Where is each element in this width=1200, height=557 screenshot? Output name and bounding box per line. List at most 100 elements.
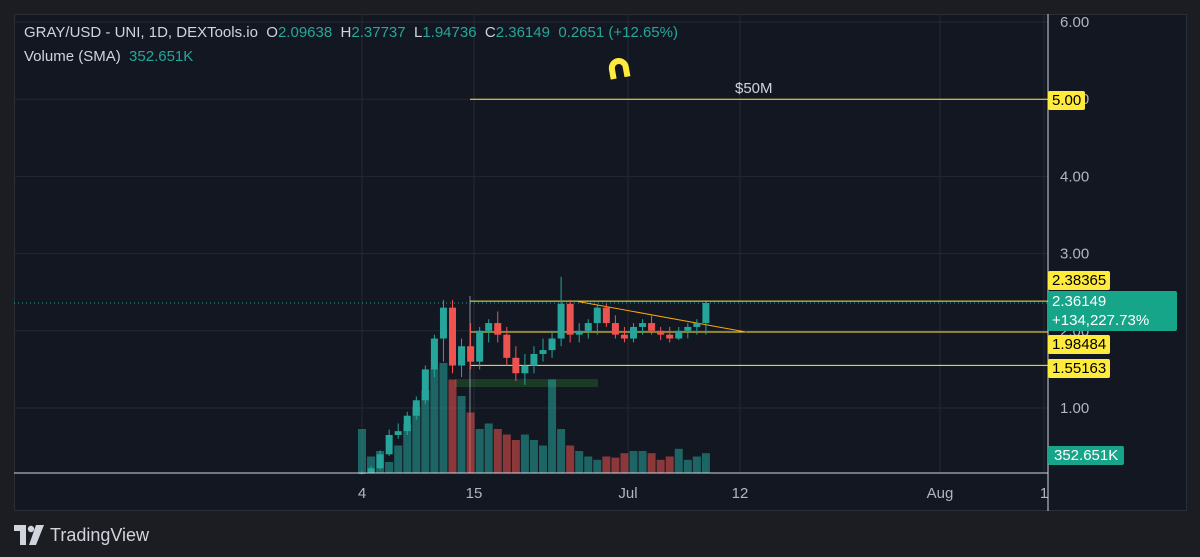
- volume-bar: [502, 434, 511, 473]
- candle-body: [702, 303, 710, 324]
- candle-body: [539, 350, 547, 354]
- candle-body: [602, 307, 610, 324]
- candle-body: [639, 323, 647, 327]
- volume-name: Volume (SMA): [24, 48, 121, 65]
- open-key: O: [266, 24, 278, 41]
- magnet-icon[interactable]: [604, 56, 634, 82]
- candle-body: [449, 307, 456, 366]
- candle-body: [430, 338, 438, 370]
- volume-bar: [557, 429, 566, 473]
- tradingview-logo-icon: [14, 525, 44, 545]
- candle-body: [439, 307, 447, 339]
- high-value: 2.37737: [351, 24, 406, 41]
- volume-bar: [457, 396, 466, 473]
- volume-bar: [620, 453, 629, 473]
- volume-bar: [602, 456, 611, 473]
- volume-legend-value: 352.651K: [129, 48, 194, 65]
- candle-body: [593, 307, 601, 324]
- symbol-title: GRAY/USD - UNI, 1D, DEXTools.io: [24, 24, 258, 41]
- volume-bar: [511, 440, 520, 473]
- volume-bar: [385, 462, 394, 473]
- candle-body: [648, 323, 656, 331]
- volume-bar: [412, 407, 421, 473]
- change-value: 0.2651 (+12.65%): [558, 24, 678, 41]
- volume-bar: [475, 429, 484, 473]
- volume-bar: [529, 440, 538, 473]
- volume-bar: [539, 445, 547, 473]
- price-label-5: 5.00: [1048, 91, 1086, 110]
- volume-bar: [665, 456, 674, 473]
- brand-name: TradingView: [50, 524, 150, 545]
- volume-bar: [466, 412, 475, 473]
- volume-bar: [439, 363, 448, 473]
- candle-body: [421, 369, 429, 401]
- candle-body: [467, 346, 475, 362]
- candle-body: [512, 357, 520, 374]
- candle-body: [675, 330, 683, 339]
- candle-body: [385, 435, 393, 455]
- candle-body: [376, 454, 384, 469]
- x-tick-label: Jul: [618, 485, 637, 502]
- y-tick-label: 1.00: [1060, 400, 1089, 417]
- level-annotation: $50M: [735, 80, 773, 97]
- candle-body: [666, 334, 674, 339]
- demand-zone: [455, 379, 598, 387]
- volume-bar: [701, 453, 710, 473]
- volume-bar: [484, 423, 493, 473]
- low-value: 1.94736: [422, 24, 477, 41]
- volume-bar: [656, 459, 665, 473]
- candle-body: [494, 323, 502, 335]
- volume-bar: [647, 453, 656, 473]
- x-tick-label: Aug: [927, 485, 954, 502]
- price-label-1-55: 1.55163: [1048, 359, 1111, 378]
- candle-body: [530, 353, 538, 366]
- footer: TradingView: [14, 522, 149, 548]
- last-price-badge: 2.36149 +134,227.73%: [1048, 291, 1177, 331]
- volume-bar: [566, 445, 575, 473]
- ohlc-legend: GRAY/USD - UNI, 1D, DEXTools.io O2.09638…: [24, 24, 678, 41]
- price-label-2-38: 2.38365: [1048, 271, 1111, 290]
- horizontal-levels: [14, 98, 1048, 473]
- candle-body: [611, 323, 619, 335]
- volume-bar: [493, 429, 502, 473]
- candle-body: [557, 303, 565, 339]
- close-key: C: [484, 24, 496, 41]
- x-tick-label: 12: [732, 485, 749, 502]
- volume-bar: [629, 451, 638, 473]
- candle-body: [575, 330, 583, 335]
- volume-legend: Volume (SMA) 352.651K: [24, 48, 193, 65]
- time-axis: 4 15 Jul 12 Aug 1: [14, 472, 1048, 502]
- low-key: L: [413, 24, 423, 41]
- volume-bar: [448, 379, 457, 473]
- candle-body: [503, 334, 511, 358]
- volume-bar: [692, 456, 701, 473]
- y-tick-label: 3.00: [1060, 246, 1089, 263]
- candle-body: [684, 326, 692, 331]
- candle-body: [403, 415, 411, 432]
- volume-bar: [683, 459, 692, 473]
- volume-badge: 352.651K: [1048, 446, 1125, 465]
- volume-bar: [674, 448, 683, 473]
- x-tick-label: 1: [1040, 485, 1048, 502]
- candle-body: [548, 338, 556, 351]
- candle-body: [476, 330, 484, 362]
- candle-body: [521, 365, 529, 374]
- volume-bar: [548, 379, 557, 473]
- candle-body: [620, 334, 628, 339]
- candle-body: [630, 326, 637, 339]
- volume-bar: [638, 451, 647, 473]
- volume-bar: [430, 368, 439, 473]
- candlesticks: [358, 276, 710, 475]
- volume-bar: [421, 390, 430, 473]
- y-tick-label: 4.00: [1060, 168, 1089, 185]
- candle-body: [458, 346, 466, 366]
- high-key: H: [340, 24, 352, 41]
- last-price-change: +134,227.73%: [1052, 312, 1150, 329]
- candle-body: [367, 468, 375, 473]
- chart-frame[interactable]: [14, 14, 1187, 511]
- close-value: 2.36149: [495, 24, 550, 41]
- candle-body: [412, 400, 420, 416]
- candle-body: [394, 431, 402, 436]
- price-axis: 6.005.004.003.002.001.00: [1047, 14, 1089, 511]
